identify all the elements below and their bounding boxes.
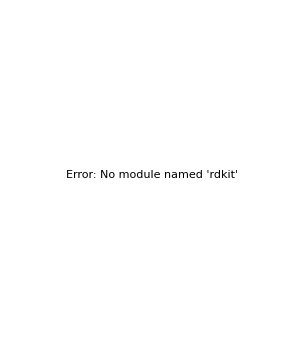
Text: Error: No module named 'rdkit': Error: No module named 'rdkit' [66, 170, 238, 180]
